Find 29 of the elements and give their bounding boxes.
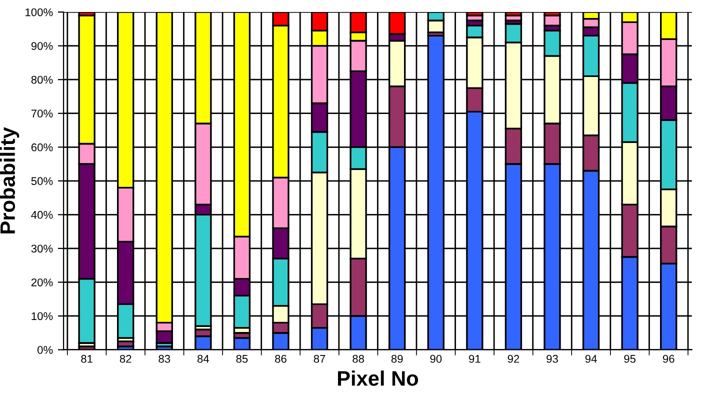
x-tick-label: 91 bbox=[469, 354, 480, 363]
y-axis-title: Probability bbox=[0, 127, 20, 234]
x-tick-label: 96 bbox=[662, 354, 674, 363]
y-tick-label: 100% bbox=[26, 8, 53, 16]
y-tick-label: 80% bbox=[31, 76, 53, 84]
x-tick-label: 87 bbox=[314, 354, 326, 363]
y-tick-label: 20% bbox=[31, 278, 53, 286]
y-tick-label: 10% bbox=[32, 312, 53, 320]
x-tick-label: 94 bbox=[585, 354, 597, 363]
x-tick-label: 81 bbox=[81, 354, 92, 363]
y-tick-label: 0% bbox=[38, 346, 53, 354]
y-tick-label: 70% bbox=[31, 110, 53, 118]
y-tick-label: 90% bbox=[31, 42, 53, 50]
y-tick-label: 50% bbox=[31, 177, 53, 186]
x-tick-label: 85 bbox=[236, 354, 248, 363]
x-tick-label: 90 bbox=[430, 354, 442, 363]
x-tick-label: 95 bbox=[624, 354, 636, 363]
x-tick-label: 88 bbox=[352, 354, 364, 363]
x-tick-label: 89 bbox=[391, 354, 403, 363]
x-axis-title: Pixel No bbox=[338, 370, 418, 386]
y-tick-label: 60% bbox=[31, 143, 53, 152]
x-tick-label: 92 bbox=[508, 354, 520, 363]
x-tick-label: 84 bbox=[197, 354, 210, 363]
x-tick-label: 86 bbox=[275, 354, 286, 363]
x-tick-label: 82 bbox=[120, 354, 132, 363]
x-tick-label: 83 bbox=[158, 354, 170, 363]
x-tick-label: 93 bbox=[546, 354, 558, 363]
y-tick-label: 30% bbox=[31, 244, 53, 253]
y-tick-label: 40% bbox=[31, 210, 53, 219]
